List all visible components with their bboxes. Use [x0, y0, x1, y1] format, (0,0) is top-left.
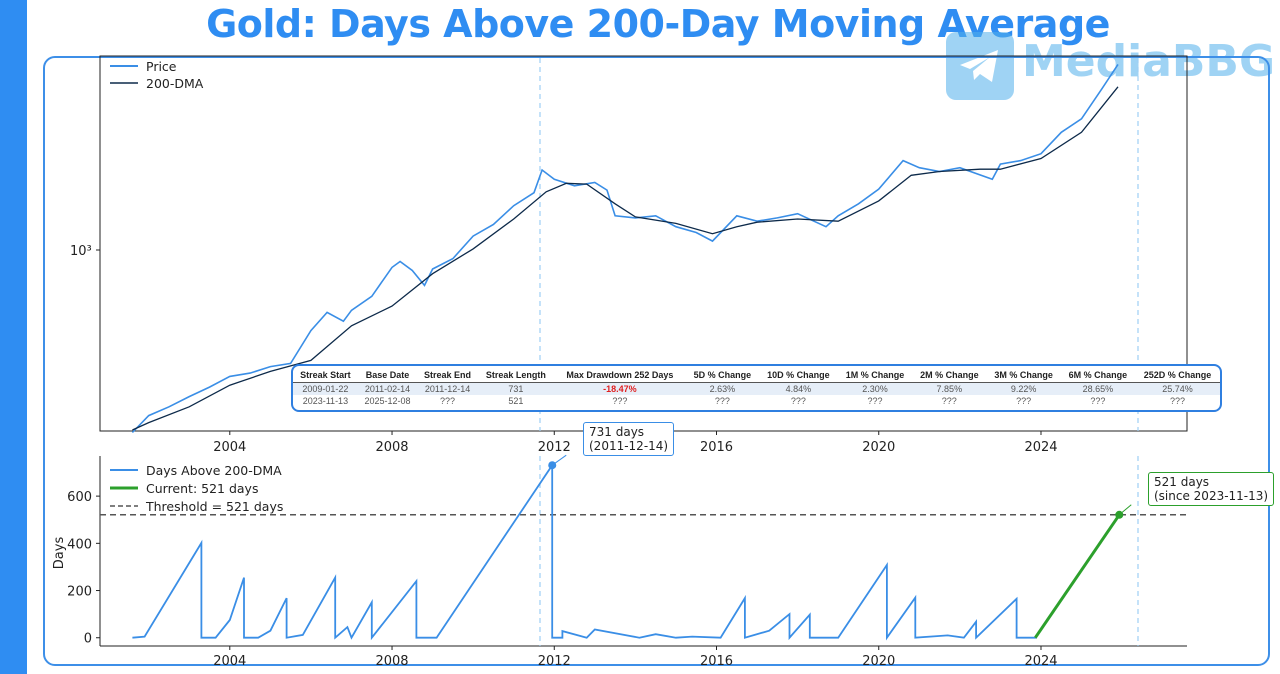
- table-header: 6M % Change: [1060, 368, 1135, 383]
- table-cell: 28.65%: [1060, 382, 1135, 395]
- price-x-tick-label: 2012: [538, 440, 571, 455]
- current-annotation-line2: (since 2023-11-13): [1154, 489, 1269, 503]
- peak-annotation-line2: (2011-12-14): [589, 439, 669, 453]
- table-cell: 2023-11-13: [302, 396, 349, 406]
- watermark: MediaBBG: [946, 32, 1275, 102]
- table-header: 1M % Change: [837, 368, 913, 383]
- days-chart: 2004 2008 2012 2016 2020 2024 0 200 400 600 Days…: [52, 454, 1187, 669]
- price-legend: Price 200-DMA: [110, 59, 204, 91]
- legend-current-label: Current: 521 days: [146, 481, 258, 496]
- table-header: Base Date: [357, 368, 418, 383]
- table-cell: 2011-02-14: [357, 382, 418, 395]
- table-cell: ???: [1169, 396, 1185, 406]
- days-x-tick-label: 2008: [375, 654, 408, 669]
- table-cell: 9.22%: [986, 382, 1061, 395]
- days-x-tick-label: 2012: [538, 654, 571, 669]
- price-x-tick-label: 2004: [213, 440, 246, 455]
- legend-threshold-label: Threshold = 521 days: [145, 499, 283, 514]
- table-row: 2023-11-13 2025-12-08 ??? 521 ??? ??? ??…: [293, 395, 1220, 407]
- current-streak-annotation: 521 days (since 2023-11-13): [1148, 472, 1275, 506]
- days-above-series-line: [132, 462, 1037, 641]
- days-y-tick-label: 0: [84, 632, 92, 647]
- days-y-axis-label: Days: [52, 537, 67, 570]
- days-y-tick-label: 200: [67, 585, 92, 600]
- peak-streak-annotation: 731 days (2011-12-14): [583, 422, 675, 456]
- table-cell: 2.30%: [837, 382, 913, 395]
- table-cell: 2011-12-14: [417, 382, 478, 395]
- streak-stats-table: Streak Start Base Date Streak End Streak…: [291, 364, 1222, 412]
- table-header-row: Streak Start Base Date Streak End Streak…: [293, 368, 1220, 383]
- price-x-tick-label: 2020: [862, 440, 895, 455]
- days-y-tick-label: 400: [67, 537, 92, 552]
- table-header: 252D % Change: [1134, 368, 1220, 383]
- table-cell: ???: [941, 396, 957, 406]
- table-cell: ???: [612, 396, 628, 406]
- table-cell: 25.74%: [1134, 382, 1220, 395]
- current-streak-line: [1034, 513, 1121, 639]
- table-cell: ???: [714, 396, 730, 406]
- peak-annotation-line1: 731 days: [589, 425, 645, 439]
- table-header: Streak End: [417, 368, 478, 383]
- current-annotation-line1: 521 days: [1154, 475, 1210, 489]
- watermark-text: MediaBBG: [1022, 36, 1276, 87]
- table-cell: 2009-01-22: [293, 382, 358, 395]
- table-header: Streak Start: [293, 368, 358, 383]
- table-header: Streak Length: [477, 368, 554, 383]
- left-accent-bar: [0, 0, 27, 674]
- days-x-tick-label: 2020: [862, 654, 895, 669]
- dma-series-line: [132, 86, 1119, 431]
- table-cell: 2.63%: [685, 382, 759, 395]
- table-row: 2009-01-22 2011-02-14 2011-12-14 731 -18…: [293, 382, 1220, 395]
- days-x-tick-label: 2024: [1024, 654, 1057, 669]
- table-header: 3M % Change: [986, 368, 1061, 383]
- telegram-icon: [946, 32, 1014, 100]
- table-cell: ???: [1090, 396, 1106, 406]
- table-cell: ???: [867, 396, 883, 406]
- table-cell: ???: [1016, 396, 1032, 406]
- chart-frame: [43, 56, 1270, 666]
- days-y-tick-label: 600: [67, 490, 92, 505]
- table-header: 10D % Change: [758, 368, 838, 383]
- peak-annotation-leader: [551, 454, 567, 466]
- table-header: 2M % Change: [912, 368, 987, 383]
- table-cell: 521: [508, 396, 524, 406]
- table-header: Max Drawdown 252 Days: [553, 368, 686, 383]
- legend-price-label: Price: [146, 59, 177, 74]
- table-cell: 7.85%: [912, 382, 987, 395]
- price-chart: 2004 2008 2012 2016 2020 2024 10³ Price 200-D…: [70, 55, 1188, 455]
- current-annotation-leader: [1118, 504, 1132, 516]
- table-cell: 4.84%: [758, 382, 838, 395]
- streak-table: Streak Start Base Date Streak End Streak…: [293, 368, 1220, 407]
- table-cell: ???: [790, 396, 806, 406]
- table-cell: ???: [440, 396, 456, 406]
- table-cell: 2025-12-08: [364, 396, 411, 406]
- table-header: 5D % Change: [685, 368, 759, 383]
- price-x-tick-label: 2008: [375, 440, 408, 455]
- legend-dma-label: 200-DMA: [146, 76, 204, 91]
- price-x-tick-label: 2016: [700, 440, 733, 455]
- days-legend: Days Above 200-DMA Current: 521 days Thr…: [110, 463, 283, 514]
- days-x-tick-label: 2004: [213, 654, 246, 669]
- table-cell: 731: [477, 382, 554, 395]
- days-x-tick-label: 2016: [700, 654, 733, 669]
- table-cell-drawdown: -18.47%: [553, 382, 686, 395]
- price-x-tick-label: 2024: [1024, 440, 1057, 455]
- y-tick-label-1000: 10³: [70, 244, 92, 259]
- legend-days-label: Days Above 200-DMA: [146, 463, 282, 478]
